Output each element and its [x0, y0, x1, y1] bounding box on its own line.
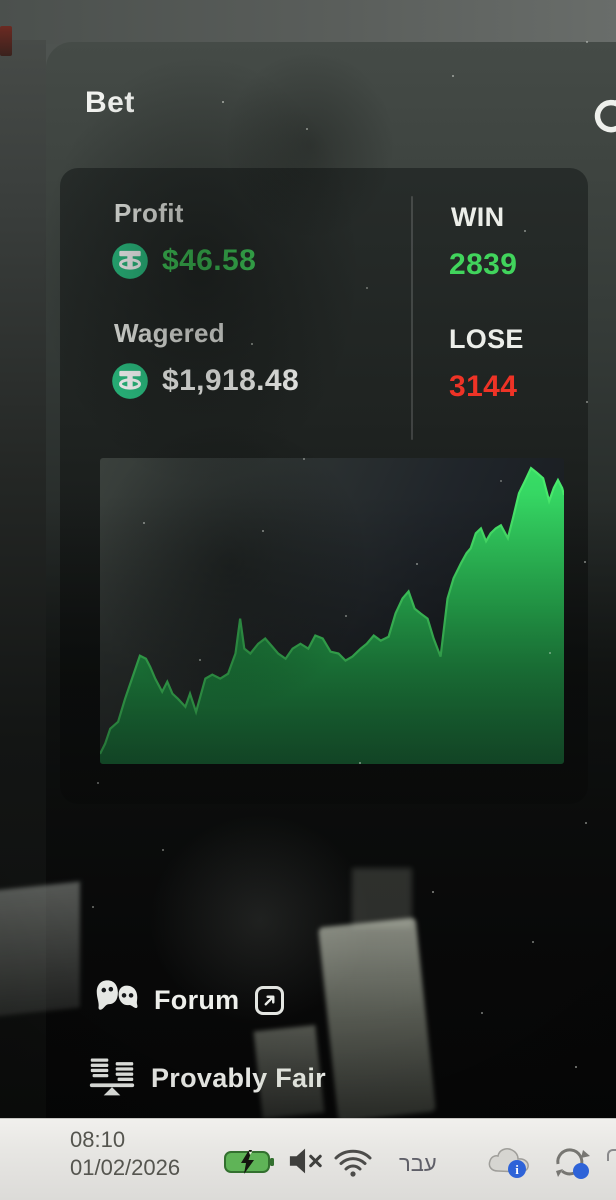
provably-fair-link[interactable]: Provably Fair	[88, 1056, 326, 1101]
cloud-status-icon[interactable]: i	[486, 1145, 532, 1179]
refresh-button[interactable]	[590, 98, 616, 138]
volume-muted-icon[interactable]	[288, 1146, 324, 1176]
profit-row: $46.58	[111, 242, 256, 280]
svg-text:i: i	[515, 1162, 519, 1177]
stats-card: Profit $46.58 Wagered	[60, 168, 588, 804]
external-link-icon[interactable]	[254, 986, 284, 1015]
forum-label: Forum	[154, 985, 240, 1015]
refresh-icon	[590, 99, 616, 142]
battery-charging-icon[interactable]	[224, 1149, 274, 1175]
tether-icon	[111, 362, 149, 400]
balance-scale-icon	[88, 1056, 136, 1101]
taskbar-date: 01/02/2026	[70, 1155, 181, 1180]
profit-area	[100, 468, 564, 764]
profit-chart	[100, 458, 564, 764]
screen-left-bezel	[0, 40, 46, 1118]
wagered-label: Wagered	[114, 318, 225, 348]
provably-fair-label: Provably Fair	[151, 1063, 326, 1093]
win-value: 2839	[449, 248, 518, 281]
cropped-tray-icon	[607, 1149, 616, 1161]
language-indicator[interactable]: עבר	[399, 1151, 437, 1176]
lose-value: 3144	[449, 370, 518, 403]
sync-icon[interactable]	[550, 1144, 592, 1180]
profit-value: $46.58	[162, 244, 257, 277]
profit-label: Profit	[114, 198, 184, 228]
taskbar-clock[interactable]: 08:10 01/02/2026	[70, 1126, 180, 1182]
wagered-row: $1,918.48	[111, 362, 299, 400]
screen-top-bezel	[0, 0, 616, 44]
forum-link[interactable]: Forum	[95, 978, 284, 1023]
taskbar: 08:10 01/02/2026 עבר i	[0, 1118, 616, 1200]
taskbar-time: 08:10	[70, 1127, 126, 1152]
win-label: WIN	[451, 202, 505, 232]
wifi-icon[interactable]	[333, 1146, 373, 1178]
tether-icon	[111, 242, 149, 280]
page-title: Bet	[85, 86, 135, 119]
wagered-value: $1,918.48	[162, 364, 300, 397]
stats-divider	[411, 196, 413, 440]
bet-modal: Bet Profit $46.58 Wagered	[46, 42, 616, 1118]
chat-bubbles-icon	[95, 978, 139, 1023]
bezel-artifact	[0, 26, 12, 56]
lose-label: LOSE	[449, 324, 524, 354]
